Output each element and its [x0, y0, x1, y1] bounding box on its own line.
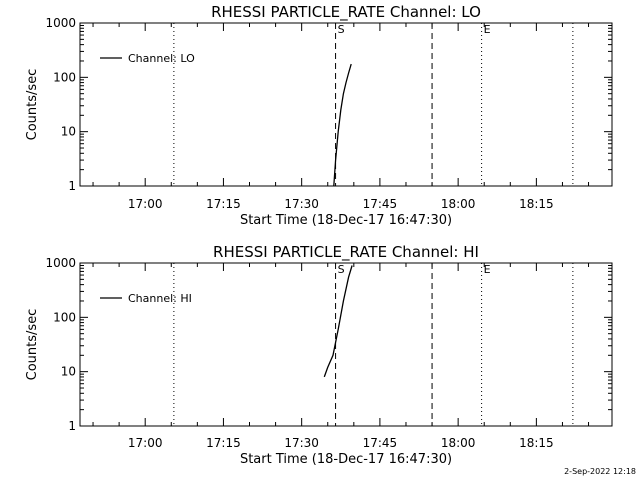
panel1-x-tick-label: 17:00 [128, 197, 163, 211]
panel1-y-tick-label: 10 [61, 125, 76, 139]
panel1-marker-label-s: S [338, 23, 345, 36]
footer-timestamp: 2-Sep-2022 12:18 [564, 467, 636, 476]
panel2-marker-label-s: S [338, 263, 345, 276]
panel1-chart-title: RHESSI PARTICLE_RATE Channel: LO [211, 3, 481, 22]
panel2-y-tick-label: 1000 [45, 256, 76, 270]
panel1-y-axis-label: Counts/sec [25, 69, 40, 141]
panel1-plot-frame [79, 22, 613, 187]
panel2-x-tick-label: 17:30 [284, 436, 319, 450]
panel1-x-tick-label: 17:30 [284, 197, 319, 211]
panel1-y-tick-label: 100 [53, 70, 76, 84]
panel1-x-tick-label: 17:15 [206, 197, 241, 211]
panel2-y-tick-label: 1 [68, 419, 76, 433]
panel2-y-tick-label: 100 [53, 310, 76, 324]
panel2-x-tick-label: 17:15 [206, 436, 241, 450]
panel2-marker-label-e: E [484, 263, 491, 276]
panel2-x-tick-label: 17:45 [363, 436, 398, 450]
panel2-x-tick-label: 18:00 [441, 436, 476, 450]
panel2-x-tick-label: 18:15 [519, 436, 554, 450]
panel2-legend-label: Channel: HI [128, 292, 192, 305]
panel2-y-axis-label: Counts/sec [25, 309, 40, 381]
panel1-x-tick-label: 17:45 [363, 197, 398, 211]
panel2-y-tick-label: 10 [61, 365, 76, 379]
panel1-x-tick-label: 18:15 [519, 197, 554, 211]
panel2-series-line [323, 265, 353, 378]
panel1-x-tick-label: 18:00 [441, 197, 476, 211]
panel2-x-axis-label: Start Time (18-Dec-17 16:47:30) [240, 452, 452, 467]
panel2-plot-frame [79, 262, 613, 427]
panel1-x-axis-label: Start Time (18-Dec-17 16:47:30) [240, 213, 452, 228]
panel1-legend-label: Channel: LO [128, 52, 195, 65]
panel1-series-line [333, 63, 352, 187]
panel1-y-tick-label: 1000 [45, 16, 76, 30]
panel2-chart-title: RHESSI PARTICLE_RATE Channel: HI [213, 243, 479, 262]
panel1-y-tick-label: 1 [68, 179, 76, 193]
panel1-marker-label-e: E [484, 23, 491, 36]
panel2-x-tick-label: 17:00 [128, 436, 163, 450]
